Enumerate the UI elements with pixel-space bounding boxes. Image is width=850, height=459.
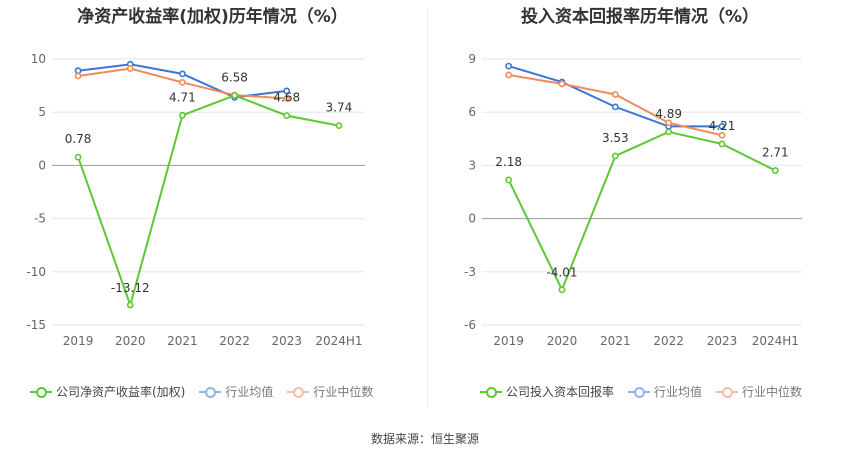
data-point-median (558, 80, 566, 88)
legend-label: 行业均值 (654, 385, 703, 399)
y-tick-label: 0 (38, 158, 46, 172)
roe-chart-plot: 10 5 0 -5 -10 -15 2019 2020 2021 2022 2023 2024H1 0.… (26, 52, 365, 348)
x-tick-label: 2022 (219, 334, 250, 348)
x-tick-label: 2023 (271, 334, 302, 348)
data-point-company (74, 153, 82, 161)
data-point-median (74, 72, 82, 80)
data-point-company (126, 301, 134, 309)
legend-item-company[interactable]: 公司投入资本回报率 (480, 383, 614, 400)
data-point-median (718, 131, 726, 139)
data-label: 3.53 (602, 131, 629, 145)
roic-chart-plot: 9 6 3 0 -3 -6 2019 2020 2021 2022 2023 2024H1 2.18 -4… (464, 52, 802, 348)
series-line-company (507, 130, 776, 293)
data-point-mean (283, 87, 291, 95)
legend-mean-marker-icon (628, 386, 651, 398)
data-point-median (505, 71, 513, 79)
roe-chart-panel: 净资产收益率(加权)历年情况（%） 10 5 0 -5 -10 -15 2019 2020 20… (0, 0, 425, 410)
data-point-mean (179, 70, 186, 78)
legend-company-marker-icon (30, 386, 52, 398)
x-tick-label: 2020 (115, 334, 146, 348)
legend-label: 行业均值 (225, 385, 274, 399)
data-label: 2.71 (762, 146, 789, 160)
series-line-company (77, 94, 340, 309)
y-tick-label: 0 (468, 212, 476, 226)
legend-label: 公司净资产收益率(加权) (56, 385, 186, 399)
y-tick-label: 3 (468, 158, 476, 172)
x-tick-label: 2022 (653, 334, 684, 348)
data-label: 4.71 (169, 90, 196, 104)
legend-item-mean[interactable]: 行业均值 (199, 383, 273, 400)
legend-company-marker-icon (480, 386, 502, 398)
chart-title: 投入资本回报率历年情况（%） (520, 7, 760, 27)
data-point-company (558, 286, 566, 294)
data-point-company (335, 122, 343, 130)
x-tick-label: 2023 (707, 334, 738, 348)
x-tick-label: 2020 (547, 334, 578, 348)
legend-median-marker-icon (716, 386, 739, 398)
data-point-company (505, 176, 513, 184)
x-tick-label: 2019 (63, 334, 94, 348)
data-point-company (771, 167, 779, 174)
data-point-mean (718, 122, 726, 130)
data-source: 数据来源：恒生聚源 (370, 432, 479, 446)
data-point-median (126, 65, 134, 72)
chart-title: 净资产收益率(加权)历年情况（%） (77, 7, 348, 27)
data-point-company (611, 152, 619, 160)
y-tick-label: -15 (26, 318, 46, 332)
legend-label: 行业中位数 (742, 385, 803, 399)
legend-label: 行业中位数 (313, 385, 374, 399)
data-point-company (231, 91, 238, 99)
chart-legend: 公司净资产收益率(加权) 行业均值 行业中位数 (30, 383, 373, 400)
legend-item-median[interactable]: 行业中位数 (287, 383, 373, 400)
data-label: 0.78 (65, 132, 92, 146)
panel-divider (427, 8, 428, 408)
x-tick-label: 2019 (493, 334, 524, 348)
legend-item-median[interactable]: 行业中位数 (716, 383, 802, 400)
data-label: 4.21 (709, 119, 736, 133)
legend-label: 公司投入资本回报率 (506, 385, 615, 399)
data-label: 3.74 (326, 101, 353, 115)
data-label: 4.68 (273, 91, 300, 105)
data-label: -13.12 (111, 281, 150, 295)
data-point-median (283, 94, 291, 102)
y-tick-label: 5 (38, 105, 46, 119)
y-tick-label: -5 (34, 212, 46, 226)
legend-item-company[interactable]: 公司净资产收益率(加权) (30, 383, 185, 400)
data-point-median (665, 119, 673, 127)
y-tick-label: 6 (468, 105, 476, 119)
data-label: 2.18 (495, 155, 522, 169)
data-label: 4.89 (655, 107, 682, 121)
y-tick-label: 10 (31, 52, 46, 66)
data-point-mean (505, 62, 513, 70)
x-tick-label: 2024H1 (315, 334, 362, 348)
legend-item-mean[interactable]: 行业均值 (628, 383, 702, 400)
y-tick-label: -6 (464, 318, 476, 332)
legend-median-marker-icon (287, 386, 310, 398)
x-tick-label: 2021 (600, 334, 631, 348)
y-tick-label: -3 (464, 265, 476, 279)
x-tick-label: 2021 (167, 334, 198, 348)
data-point-median (611, 91, 619, 98)
data-point-mean (74, 67, 82, 75)
data-point-company (718, 140, 726, 148)
legend-mean-marker-icon (199, 386, 222, 398)
data-point-mean (611, 103, 619, 111)
data-point-company (283, 112, 291, 120)
y-tick-label: -10 (26, 265, 46, 279)
data-point-median (179, 79, 186, 86)
roic-chart-panel: 投入资本回报率历年情况（%） 9 6 3 0 -3 -6 2019 2020 2021 2022 2… (430, 0, 850, 410)
data-point-company (179, 111, 186, 119)
chart-legend: 公司投入资本回报率 行业均值 行业中位数 (480, 383, 802, 400)
data-point-company (665, 128, 673, 136)
data-label: 6.58 (221, 70, 248, 84)
y-tick-label: 9 (468, 52, 476, 66)
x-tick-label: 2024H1 (752, 334, 799, 348)
data-label: -4.01 (546, 266, 577, 280)
